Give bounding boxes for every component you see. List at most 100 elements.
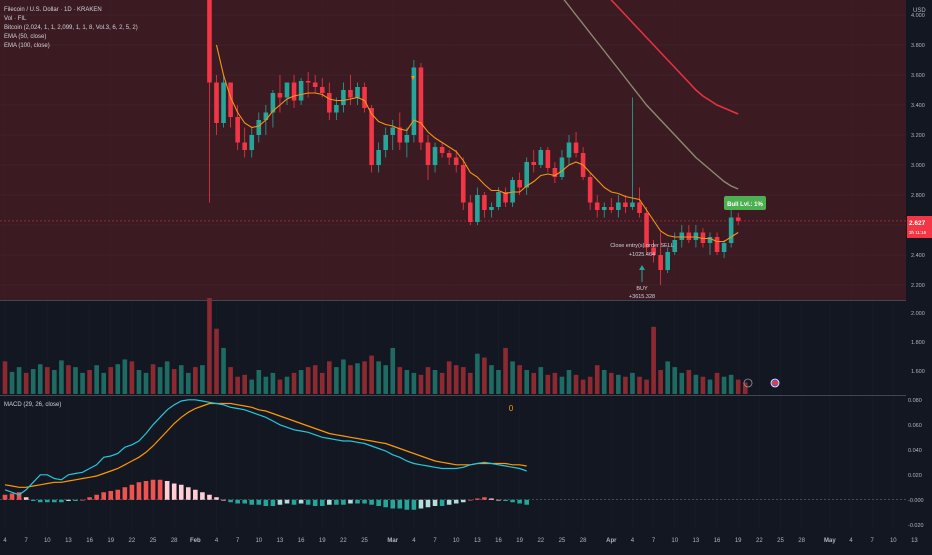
chart-event-icons[interactable] (743, 378, 780, 388)
candle-body (319, 87, 325, 93)
candle-body (707, 237, 713, 243)
time-tick-label: Feb (190, 538, 201, 544)
time-tick-label: 19 (516, 538, 523, 544)
volume-bar (115, 364, 121, 394)
price-scale-background[interactable] (906, 0, 932, 550)
macd-histogram-bar (517, 499, 522, 504)
candle-body (376, 150, 381, 165)
volume-bar (319, 372, 325, 394)
macd-histogram-bar (432, 499, 438, 506)
macd-histogram-bar (482, 497, 487, 500)
macd-histogram-bar (136, 482, 142, 500)
volume-bar (45, 367, 50, 394)
time-tick-label: 16 (86, 538, 93, 544)
volume-bar (552, 372, 558, 394)
volume-bar (531, 372, 537, 394)
time-tick-label: 13 (277, 538, 284, 544)
candle-body (637, 202, 642, 213)
candle-body (404, 135, 410, 143)
candle-body (418, 67, 424, 143)
candle-body (397, 127, 403, 143)
candle-body (362, 87, 367, 108)
volume-legend[interactable]: Vol · FIL (4, 16, 27, 22)
macd-histogram-bar (446, 499, 452, 505)
ema-lines (215, 0, 739, 243)
candle-body (623, 202, 628, 207)
volume-bar (651, 326, 656, 394)
volume-bar (270, 372, 276, 394)
volume-bar (9, 371, 15, 394)
macd-pane (0, 399, 906, 510)
macd-histogram-bar (45, 499, 50, 503)
macd-histogram-bar (468, 499, 473, 501)
volume-bar (503, 347, 508, 394)
volume-bar (742, 382, 748, 394)
last-price-box (907, 216, 932, 238)
macd-tick-label: 0.040 (908, 448, 922, 454)
candle-body (531, 162, 537, 165)
macd-histogram-bar (277, 499, 283, 505)
macd-histogram-bar (101, 492, 106, 500)
macd-histogram-bar (94, 494, 99, 500)
macd-histogram-bar (2, 494, 8, 500)
candle-body (630, 202, 635, 207)
price-tick-label: 3.400 (911, 103, 925, 109)
macd-histogram-bar (291, 499, 297, 505)
macd-tick-label: 0.020 (908, 473, 922, 479)
candle-body (489, 207, 494, 210)
ema100-legend[interactable]: EMA (100, close) (4, 43, 50, 49)
volume-bar (594, 365, 600, 394)
indicator-legend[interactable]: Bitcoin (2,024, 1, 1, 2,099, 1, 1, 8, Vo… (4, 25, 138, 31)
macd-histogram-bar (150, 479, 156, 500)
volume-bar (439, 372, 445, 394)
volume-bar (129, 361, 135, 394)
price-tick-label: 3.200 (911, 133, 925, 139)
macd-histogram-bar (270, 499, 276, 506)
macd-histogram-bar (496, 499, 501, 501)
volume-bar (341, 359, 346, 394)
volume-bar (672, 367, 678, 394)
time-tick-label: 16 (714, 538, 721, 544)
candle-body (644, 213, 649, 248)
volume-bar (460, 367, 466, 394)
macd-histogram-bar (376, 499, 381, 506)
buy-arrow-icon (639, 265, 645, 270)
sell-marker-icon (411, 76, 415, 80)
event-marker-icon[interactable] (743, 378, 753, 388)
time-tick-label: 4 (3, 538, 7, 544)
volume-bar (66, 365, 71, 394)
time-tick-label: 19 (319, 538, 326, 544)
macd-histogram-bar (362, 499, 367, 504)
candles (207, 0, 741, 285)
time-tick-label: 28 (580, 538, 587, 544)
ema50-legend[interactable]: EMA (50, close) (4, 34, 47, 40)
volume-bar (242, 374, 247, 394)
volume-bar (587, 376, 593, 394)
candle-body (305, 81, 311, 83)
macd-legend[interactable]: MACD (29, 26, close) (4, 402, 62, 408)
candle-body (552, 168, 558, 177)
time-tick-label: 7 (870, 538, 874, 544)
candle-body (207, 0, 212, 83)
volume-bar (609, 372, 614, 394)
flag-stripe-icon (772, 381, 778, 385)
price-tick-label: 3.600 (911, 73, 925, 79)
macd-histogram-bar (207, 494, 212, 500)
volume-bar (122, 359, 128, 394)
candle-body (517, 180, 522, 188)
volume-bar (721, 376, 727, 394)
time-scale-background[interactable] (0, 531, 932, 550)
symbol-legend[interactable]: Filecoin / U.S. Dollar · 1D · KRAKEN (4, 7, 102, 13)
macd-histogram-bar (214, 497, 219, 500)
candle-body (277, 93, 283, 98)
volume-bar (101, 372, 106, 394)
volume-bar (496, 370, 501, 394)
candle-body (679, 232, 685, 240)
volume-bar (157, 367, 163, 394)
candle-body (601, 207, 607, 210)
volume-bar (566, 370, 572, 394)
volume-bar (693, 374, 699, 394)
candle-body (453, 157, 459, 165)
